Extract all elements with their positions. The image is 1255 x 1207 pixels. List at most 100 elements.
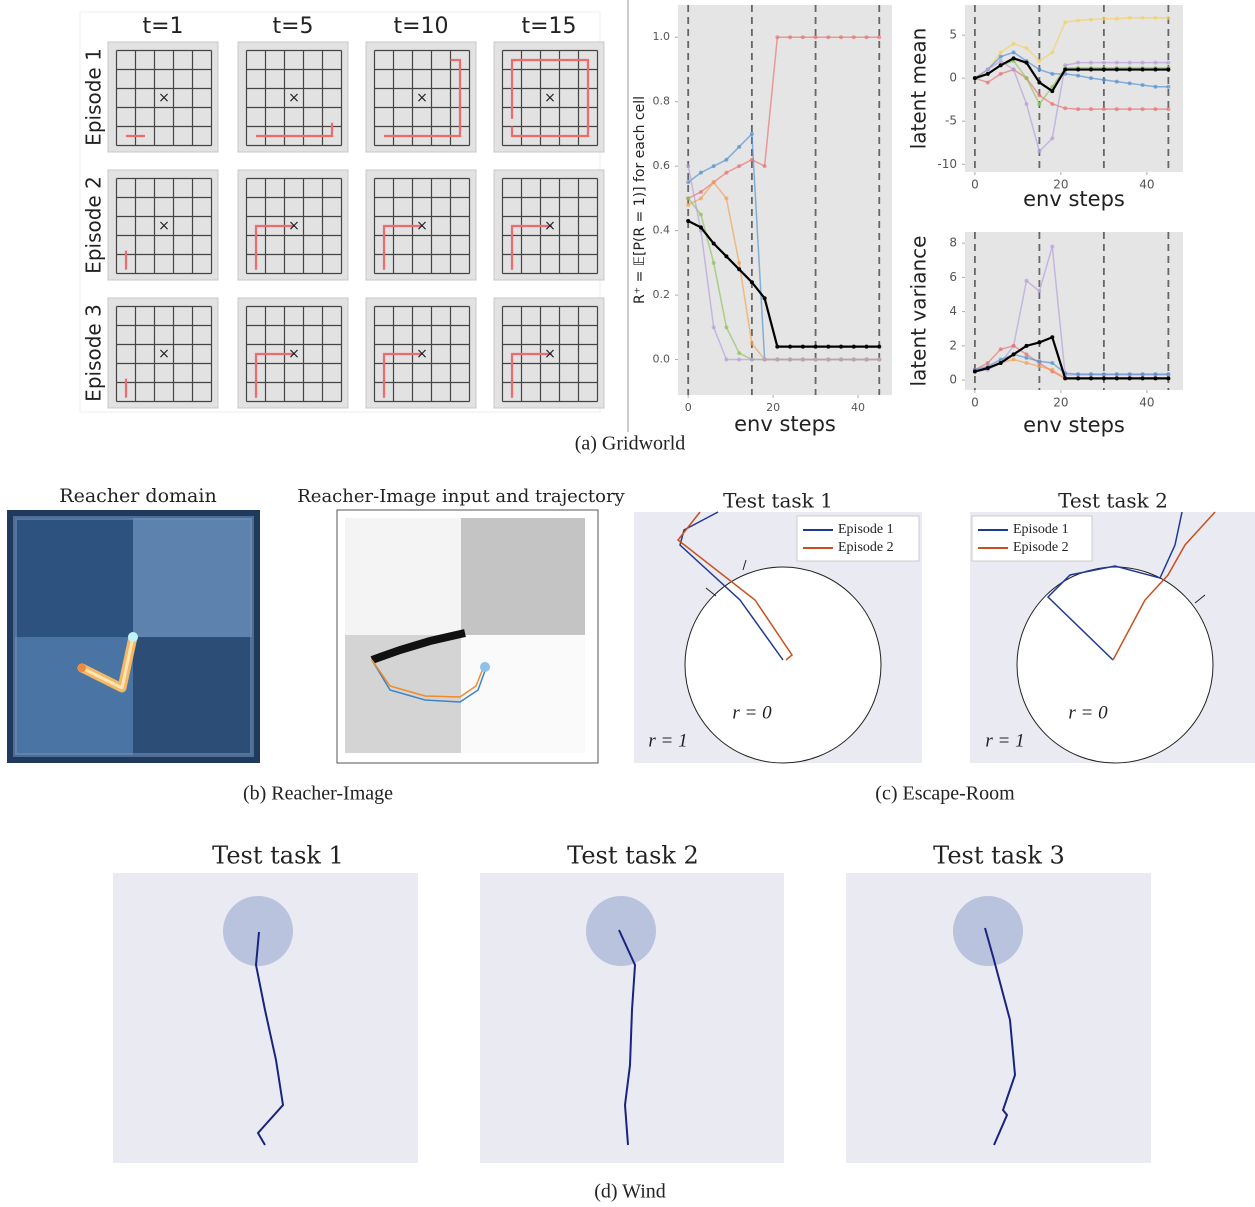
- region-label: r = 0: [1068, 702, 1108, 723]
- series-point: [877, 35, 881, 39]
- y-tick-label: 0: [949, 71, 957, 85]
- series-point: [686, 196, 690, 200]
- panel-title: Test task 1: [723, 489, 833, 513]
- series-point: [699, 171, 703, 175]
- series-point: [737, 261, 741, 265]
- series-point: [1050, 89, 1054, 93]
- series-point: [986, 80, 990, 84]
- series-point: [1115, 17, 1119, 21]
- series-point: [1153, 61, 1157, 65]
- panel-title: Reacher domain: [59, 485, 216, 507]
- goal-marker: ×: [544, 90, 556, 106]
- x-tick-label: 40: [1139, 178, 1154, 192]
- series-point: [986, 366, 990, 370]
- series-point: [814, 345, 818, 349]
- series-point: [1076, 107, 1080, 111]
- series-point: [1063, 376, 1067, 380]
- series-point: [724, 171, 728, 175]
- y-tick-label: 5: [949, 28, 957, 42]
- series-point: [1037, 359, 1041, 363]
- series-point: [1153, 16, 1157, 20]
- series-point: [712, 164, 716, 168]
- goal-marker: ×: [416, 90, 428, 106]
- series-point: [1037, 59, 1041, 63]
- x-tick-label: 0: [685, 401, 692, 414]
- series-point: [999, 55, 1003, 59]
- series-point: [986, 361, 990, 365]
- goal-marker: ×: [288, 218, 300, 234]
- series-point: [1037, 149, 1041, 153]
- y-axis-label: R⁺ = 𝔼[P(R = 1)] for each cell: [632, 96, 648, 304]
- x-axis-label: env steps: [1023, 187, 1125, 211]
- series-point: [737, 358, 741, 362]
- goal-marker: ×: [544, 346, 556, 362]
- series-point: [1089, 372, 1093, 376]
- series-point: [1089, 376, 1093, 380]
- series-point: [1102, 376, 1106, 380]
- goal-marker: ×: [416, 346, 428, 362]
- y-tick-label: 0.8: [653, 95, 671, 108]
- goal-marker: ×: [288, 90, 300, 106]
- series-point: [1089, 107, 1093, 111]
- series-point: [763, 296, 767, 300]
- series-point: [1128, 16, 1132, 20]
- series-point: [1166, 372, 1170, 376]
- series-point: [1115, 372, 1119, 376]
- series-point: [1024, 76, 1028, 80]
- series-point: [1102, 372, 1106, 376]
- goal-marker: ×: [544, 218, 556, 234]
- series-point: [1012, 68, 1016, 72]
- series-point: [973, 370, 977, 374]
- series-point: [999, 72, 1003, 76]
- series-point: [1153, 376, 1157, 380]
- series-point: [1024, 356, 1028, 360]
- series-point: [1141, 61, 1145, 65]
- panel-title: Test task 2: [1058, 489, 1168, 513]
- reacher-render: [7, 510, 260, 763]
- series-point: [1141, 16, 1145, 20]
- caption: (b) Reacher-Image: [243, 783, 393, 805]
- series-point: [1115, 107, 1119, 111]
- series-point: [1024, 352, 1028, 356]
- series-point: [712, 325, 716, 329]
- series-point: [973, 76, 977, 80]
- x-tick-label: 20: [1053, 396, 1068, 410]
- series-point: [1012, 56, 1016, 60]
- region-label: r = 0: [732, 702, 772, 723]
- series-point: [1102, 78, 1106, 82]
- row-label: Episode 3: [82, 304, 106, 402]
- series-point: [1024, 279, 1028, 283]
- series-point: [775, 35, 779, 39]
- series-point: [1076, 61, 1080, 65]
- series-point: [699, 190, 703, 194]
- y-tick-label: 0: [949, 373, 957, 387]
- series-point: [826, 345, 830, 349]
- series-point: [801, 345, 805, 349]
- series-point: [1076, 376, 1080, 380]
- goal-marker: ×: [158, 218, 170, 234]
- goal-marker: ×: [416, 218, 428, 234]
- series-point: [686, 203, 690, 207]
- series-point: [724, 358, 728, 362]
- series-point: [814, 358, 818, 362]
- series-point: [999, 347, 1003, 351]
- caption: (d) Wind: [594, 1181, 666, 1203]
- series-point: [1166, 61, 1170, 65]
- series-point: [712, 261, 716, 265]
- legend-label: Episode 2: [1013, 540, 1069, 555]
- series-point: [1037, 68, 1041, 72]
- series-point: [763, 164, 767, 168]
- series-point: [852, 35, 856, 39]
- y-axis-label: latent variance: [907, 236, 931, 387]
- series-point: [1128, 81, 1132, 85]
- series-point: [1050, 136, 1054, 140]
- series-point: [1102, 68, 1106, 72]
- series-point: [1166, 376, 1170, 380]
- series-point: [1012, 344, 1016, 348]
- y-tick-label: 2: [949, 338, 957, 352]
- series-point: [1050, 102, 1054, 106]
- y-tick-label: -10: [937, 157, 957, 171]
- series-point: [852, 358, 856, 362]
- series-point: [999, 361, 1003, 365]
- plot-area: [965, 232, 1183, 390]
